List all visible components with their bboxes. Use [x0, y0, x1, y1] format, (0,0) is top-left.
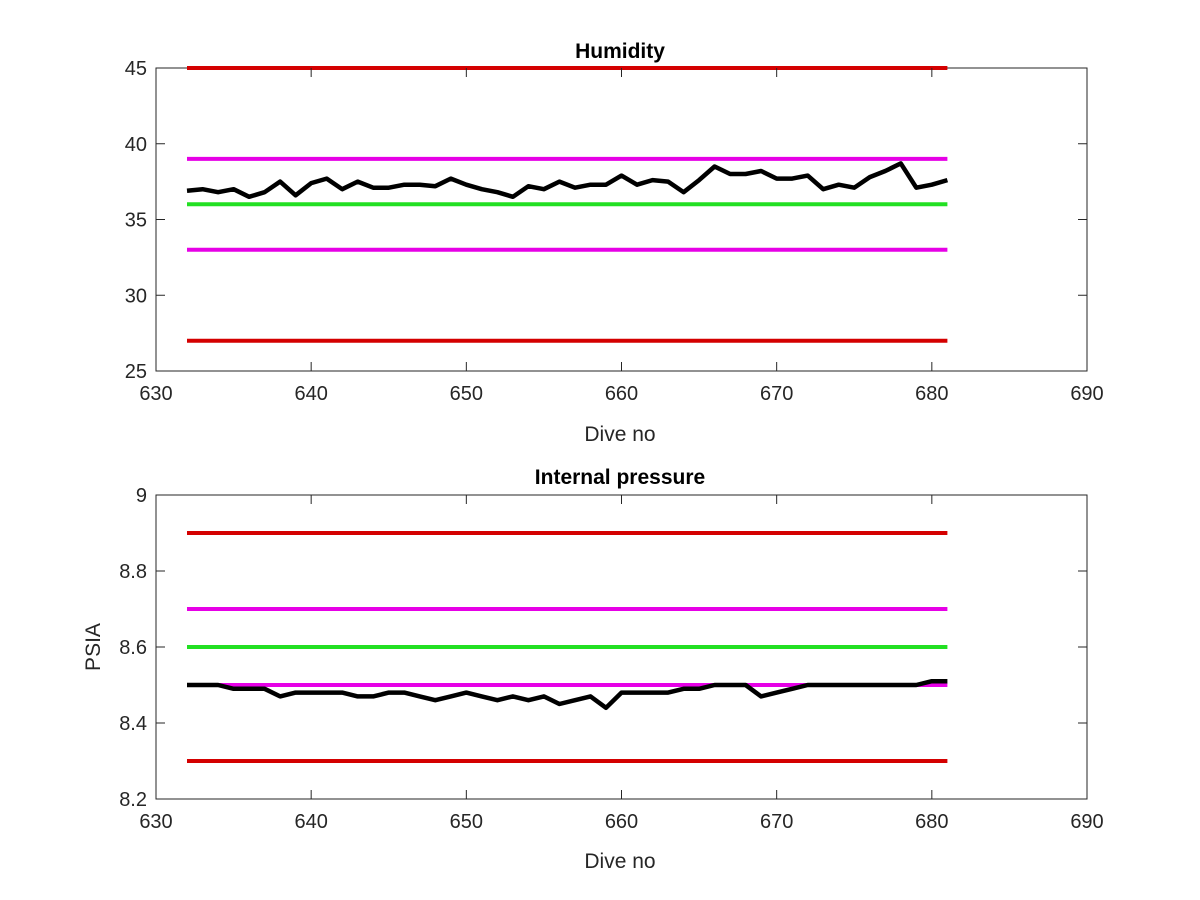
- x-tick-label: 690: [1070, 383, 1103, 405]
- y-tick-label: 30: [125, 285, 147, 307]
- humidity-chart: Humidity 630 640 650 660 670 680 690 25 30 35 40 45…: [125, 40, 1104, 446]
- y-tick-label: 8.8: [119, 561, 147, 583]
- y-tick-label: 35: [125, 210, 147, 232]
- plot-area: [155, 67, 1088, 372]
- y-tick-label: 8.2: [119, 789, 147, 811]
- tick-layer: 630 640 650 660 670 680 690 25 30 35 40 45: [125, 58, 1104, 405]
- x-axis-label: Dive no: [584, 850, 655, 873]
- x-tick-label: 660: [605, 383, 638, 405]
- series-layer: [186, 66, 949, 343]
- y-tick-label: 45: [125, 58, 147, 80]
- x-tick-label: 640: [294, 383, 327, 405]
- x-tick-label: 630: [139, 811, 172, 833]
- x-tick-label: 640: [294, 811, 327, 833]
- y-tick-label: 40: [125, 134, 147, 156]
- data-series-line: [186, 161, 949, 200]
- x-tick-label: 660: [605, 811, 638, 833]
- x-axis-label: Dive no: [584, 423, 655, 446]
- x-tick-label: 680: [915, 383, 948, 405]
- x-tick-label: 630: [139, 383, 172, 405]
- x-tick-label: 650: [450, 383, 483, 405]
- tick-layer: 630 640 650 660 670 680 690 8.2 8.4 8.6 8.8 9: [119, 485, 1104, 833]
- data-series-line: [187, 678, 948, 711]
- y-tick-label: 9: [136, 485, 147, 507]
- x-tick-label: 650: [450, 811, 483, 833]
- y-tick-label: 8.4: [119, 713, 147, 735]
- x-tick-label: 680: [915, 811, 948, 833]
- series-layer: [187, 531, 948, 763]
- y-axis-label: PSIA: [82, 623, 105, 671]
- chart-title: Humidity: [575, 40, 665, 63]
- x-tick-label: 670: [760, 383, 793, 405]
- x-tick-label: 690: [1070, 811, 1103, 833]
- internal-pressure-chart: Internal pressure 630 640 650 660 670 680 690 8…: [82, 466, 1104, 873]
- chart-title: Internal pressure: [535, 466, 705, 489]
- y-tick-label: 25: [125, 361, 147, 383]
- x-tick-label: 670: [760, 811, 793, 833]
- y-tick-label: 8.6: [119, 637, 147, 659]
